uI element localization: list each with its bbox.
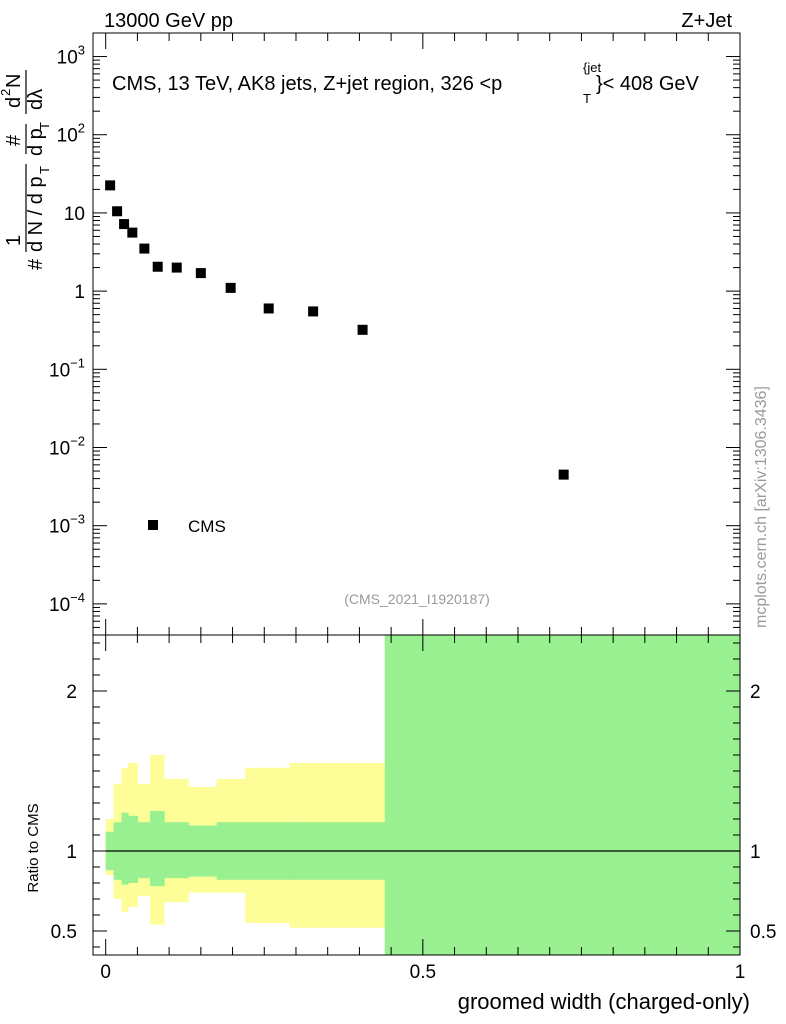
x-tick-label: 0 xyxy=(100,962,111,983)
x-ticks: 0 0.5 1 xyxy=(100,33,745,983)
legend-marker-cms xyxy=(148,520,158,530)
main-y-tick-label: 10−2 xyxy=(49,433,85,459)
ratio-y-tick-label-right: 0.5 xyxy=(750,922,776,943)
stat-uncertainty-band-bin xyxy=(121,812,129,885)
ylabel-hash-2: # xyxy=(3,134,25,146)
data-point xyxy=(225,282,236,293)
ratio-y-tick-label-right: 1 xyxy=(750,842,761,863)
data-point xyxy=(112,206,123,217)
side-source-label: mcplots.cern.ch [arXiv:1306.3436] xyxy=(753,386,770,628)
ratio-y-tick-label-left: 1 xyxy=(66,842,77,863)
stat-uncertainty-band-bin xyxy=(137,822,151,879)
main-y-tick-label: 10 xyxy=(64,204,85,225)
ratio-panel-frame xyxy=(92,634,741,956)
ylabel-t-sub: T xyxy=(37,166,52,174)
data-point xyxy=(139,243,150,254)
main-title-superscript: {jet xyxy=(583,60,601,75)
ylabel-d2n-exponent: 2 xyxy=(0,89,13,96)
data-point xyxy=(171,262,182,273)
legend: CMS xyxy=(148,517,226,536)
data-point xyxy=(105,180,116,191)
x-tick-label: 1 xyxy=(735,962,746,983)
ylabel-dn: d N / d p xyxy=(25,176,47,252)
legend-label-cms: CMS xyxy=(188,517,226,536)
main-title: CMS, 13 TeV, AK8 jets, Z+jet region, 326… xyxy=(112,60,700,106)
ratio-y-tick-label-left: 0.5 xyxy=(51,922,77,943)
main-y-tick-label: 10−1 xyxy=(49,355,85,381)
ylabel-dlambda: dλ xyxy=(25,89,47,110)
stat-uncertainty-band-bin xyxy=(384,635,741,955)
data-point xyxy=(558,469,569,480)
data-point xyxy=(308,306,319,317)
ylabel-one: 1 xyxy=(3,235,25,246)
ylabel-d2n-d: d xyxy=(3,97,25,108)
main-title-text: CMS, 13 TeV, AK8 jets, Z+jet region, 326… xyxy=(112,73,502,95)
main-panel-frame xyxy=(92,32,741,636)
ylabel-hash: # xyxy=(25,258,47,270)
main-y-tick-label: 103 xyxy=(57,43,85,69)
ylabel-dp: d p xyxy=(25,128,47,156)
ratio-y-ticks: 2 2 1 1 0.5 0.5 xyxy=(51,642,776,948)
ylabel-t-sub-2: T xyxy=(37,122,52,130)
x-axis-label: groomed width (charged-only) xyxy=(458,989,750,1014)
ylabel-d2n-n: N xyxy=(3,74,25,88)
main-title-tail: }< 408 GeV xyxy=(596,73,700,95)
ratio-y-axis-label: Ratio to CMS xyxy=(25,803,42,892)
analysis-id-watermark: (CMS_2021_I1920187) xyxy=(344,591,490,607)
data-point xyxy=(195,268,206,279)
x-tick-label: 0.5 xyxy=(410,962,436,983)
data-point xyxy=(357,324,368,335)
ratio-bands xyxy=(105,635,741,955)
stat-uncertainty-band-bin xyxy=(164,822,189,879)
header-energy-label: 13000 GeV pp xyxy=(104,10,233,32)
main-y-tick-label: 10−3 xyxy=(49,512,85,538)
ratio-y-tick-label-left: 2 xyxy=(66,682,77,703)
data-points xyxy=(105,180,569,480)
header-process-label: Z+Jet xyxy=(681,10,732,32)
main-y-tick-label: 10−4 xyxy=(49,590,85,616)
data-point xyxy=(127,227,138,238)
main-title-subscript: T xyxy=(583,91,591,106)
data-point xyxy=(263,303,274,314)
data-point xyxy=(119,219,130,230)
main-y-axis-label: # 1 d N / d p T # d p T d 2 N dλ xyxy=(0,70,52,270)
stat-uncertainty-band-bin xyxy=(127,815,138,883)
main-y-tick-label: 102 xyxy=(57,121,85,147)
ratio-y-tick-label-right: 2 xyxy=(750,682,761,703)
stat-uncertainty-band-bin xyxy=(150,811,165,887)
main-y-tick-label: 1 xyxy=(74,282,85,303)
data-point xyxy=(152,261,163,272)
